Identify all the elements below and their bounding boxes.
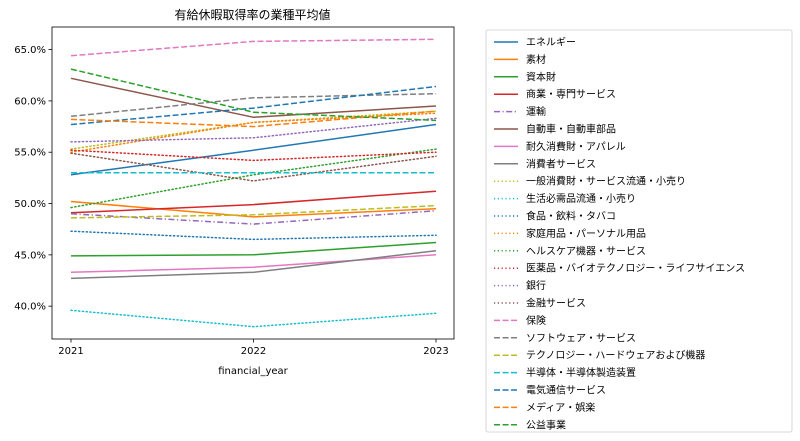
y-tick-label: 40.0% — [14, 302, 46, 313]
series-line-5 — [70, 77, 437, 119]
series-line-21 — [70, 110, 437, 128]
y-tick-label: 50.0% — [14, 199, 46, 210]
legend-label-13: 医薬品・バイオテクノロジー・ライフサイエンス — [526, 263, 745, 275]
series-line-3 — [70, 190, 437, 214]
series-line-7 — [70, 249, 437, 280]
series-line-9 — [70, 309, 437, 328]
x-tick-label: 2023 — [423, 346, 448, 357]
series-line-15 — [70, 152, 437, 182]
legend-frame — [485, 29, 793, 433]
x-axis: 2021 2022 2023 — [58, 339, 449, 357]
legend-label-14: 銀行 — [526, 279, 546, 292]
x-tick-label: 2022 — [241, 346, 266, 357]
chart-title: 有給休暇取得率の業種平均値 — [174, 7, 330, 22]
legend-label-0: エネルギー — [526, 37, 576, 49]
legend-label-5: 自動車・自動車部品 — [526, 123, 616, 136]
series-line-22 — [70, 68, 437, 122]
legend-label-11: 家庭用品・パーソナル用品 — [526, 227, 646, 240]
y-tick-label: 55.0% — [14, 148, 46, 159]
series-line-16 — [70, 38, 437, 57]
series-line-2 — [70, 241, 437, 257]
series-line-1 — [70, 200, 437, 218]
series-line-12 — [70, 148, 437, 209]
y-tick-label: 65.0% — [14, 45, 46, 56]
plot-frame — [51, 26, 455, 340]
legend-label-12: ヘルスケア機器・サービス — [526, 244, 646, 257]
series-line-14 — [70, 117, 437, 143]
legend-label-21: メディア・娯楽 — [526, 401, 595, 414]
legend-label-6: 耐久消費財・アパレル — [526, 140, 626, 153]
legend-label-1: 素材 — [526, 53, 546, 66]
y-axis: 40.0% 45.0% 50.0% 55.0% 60.0% 65.0% — [14, 45, 52, 313]
x-axis-label: financial_year — [218, 366, 288, 377]
series-line-6 — [70, 254, 437, 274]
series-line-18 — [70, 204, 437, 219]
series-line-0 — [70, 123, 437, 176]
legend-label-8: 一般消費財・サービス流通・小売り — [526, 175, 686, 188]
legend-label-15: 金融サービス — [526, 297, 586, 310]
series-line-10 — [70, 230, 437, 241]
x-tick-label: 2021 — [58, 346, 83, 357]
legend-label-22: 公益事業 — [526, 418, 566, 431]
series-line-11 — [70, 112, 437, 153]
legend-label-2: 資本財 — [526, 70, 556, 83]
series-line-13 — [70, 149, 437, 162]
y-tick-label: 60.0% — [14, 96, 46, 107]
y-tick-label: 45.0% — [14, 250, 46, 261]
legend-label-18: テクノロジー・ハードウェアおよび機器 — [526, 349, 705, 362]
legend-label-19: 半導体・半導体製造装置 — [526, 366, 636, 379]
series-lines — [70, 38, 437, 328]
legend-label-3: 商業・専門サービス — [526, 88, 616, 101]
legend-label-17: ソフトウェア・サービス — [526, 332, 636, 344]
legend-label-16: 保険 — [526, 314, 546, 327]
legend-label-9: 生活必需品流通・小売り — [526, 192, 636, 205]
legend-label-4: 運輸 — [526, 105, 546, 118]
legend: エネルギー素材資本財商業・専門サービス運輸自動車・自動車部品耐久消費財・アパレル… — [494, 37, 745, 431]
series-line-20 — [70, 85, 437, 126]
series-line-17 — [70, 92, 437, 118]
legend-label-20: 電気通信サービス — [526, 384, 606, 397]
legend-label-10: 食品・飲料・タバコ — [526, 210, 616, 223]
legend-label-7: 消費者サービス — [526, 157, 596, 170]
